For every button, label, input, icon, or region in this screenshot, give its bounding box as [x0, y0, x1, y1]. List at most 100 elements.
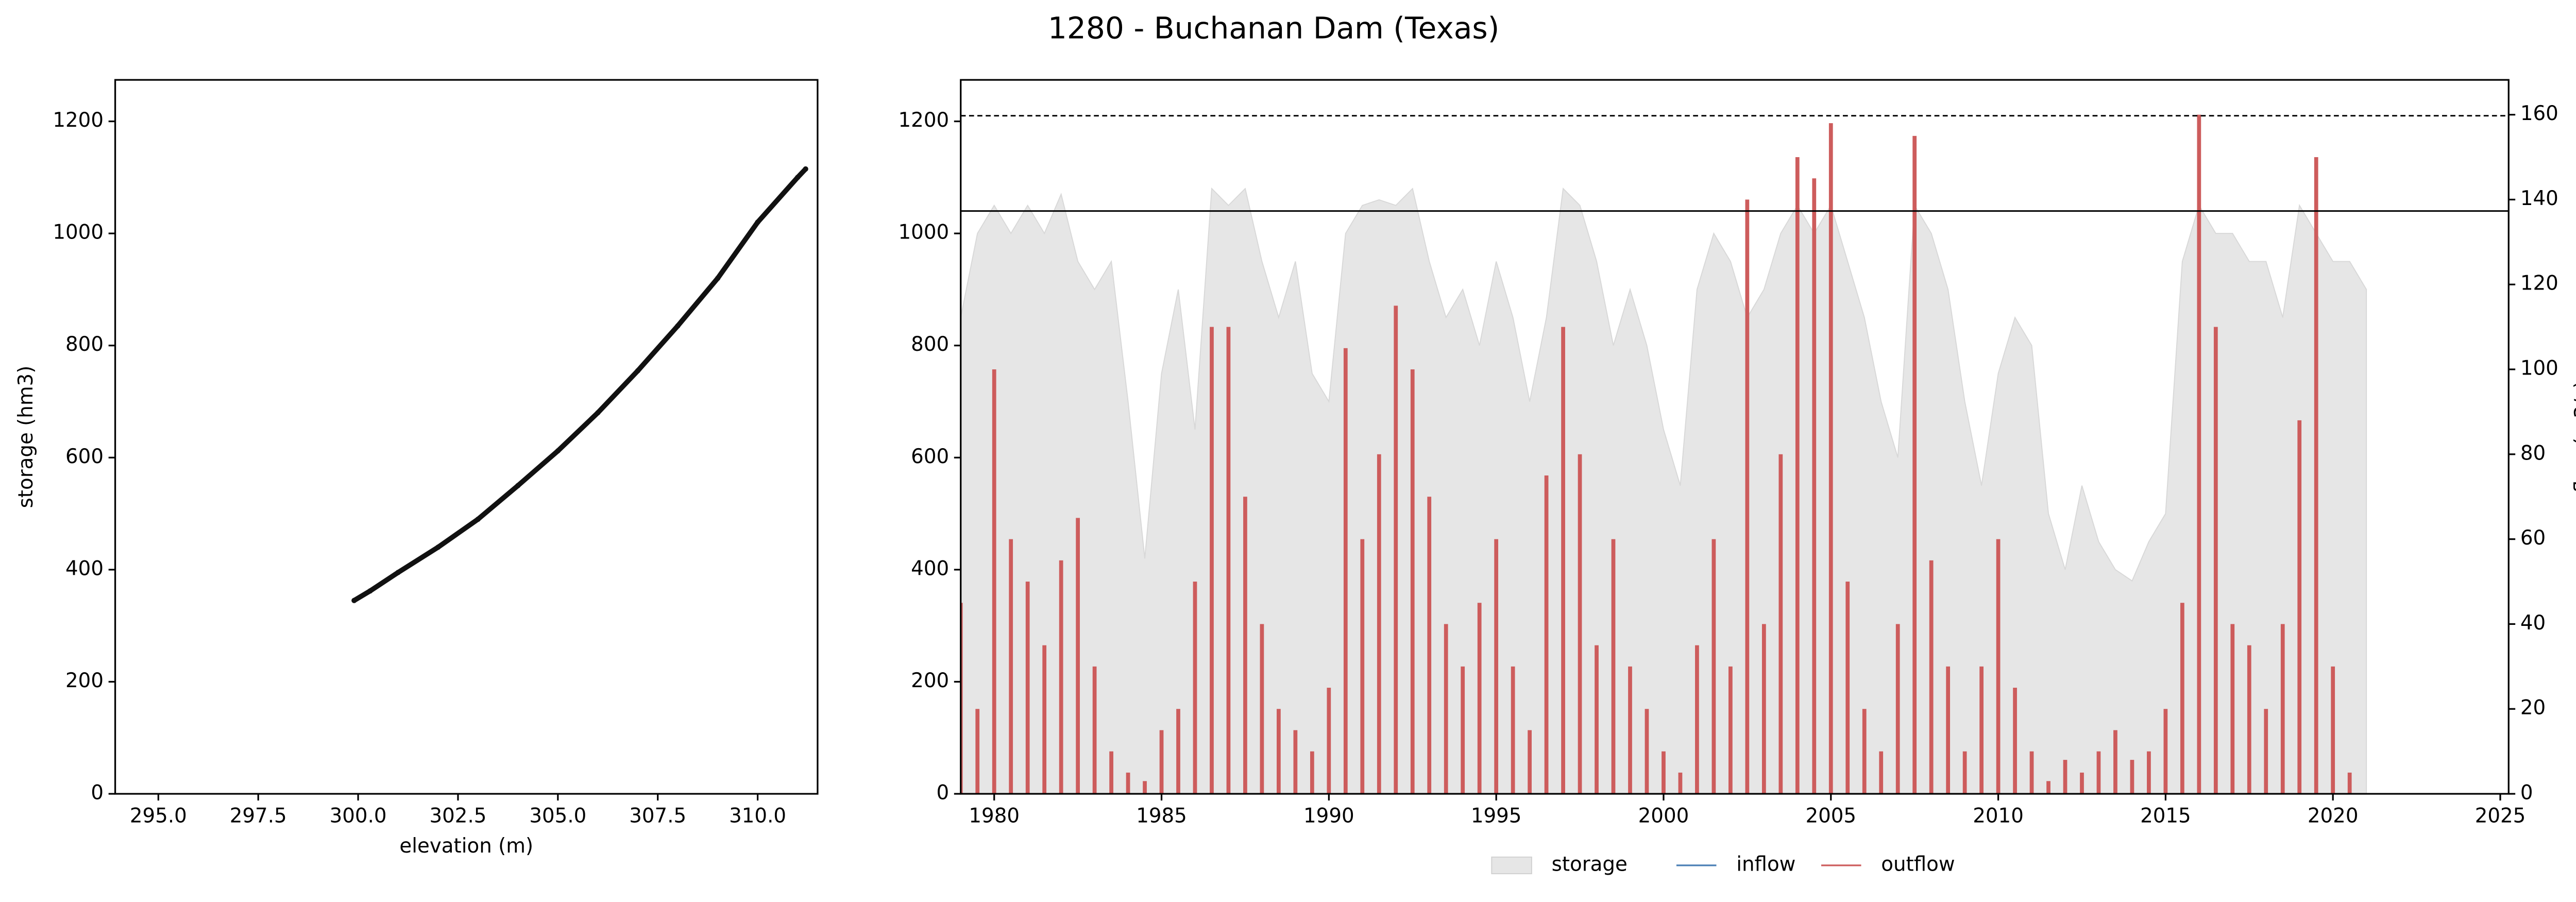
y2-tick-label: 160 — [2520, 102, 2558, 125]
outflow-spike — [1092, 666, 1097, 794]
x-tick-label: 297.5 — [230, 805, 287, 828]
outflow-spike — [1511, 666, 1515, 794]
outflow-spike — [1929, 560, 1934, 794]
outflow-spike — [1946, 666, 1951, 794]
outflow-spike — [2113, 730, 2117, 794]
outflow-spike — [2297, 420, 2302, 794]
y2-axis-label: flow (m3/s) — [2571, 381, 2576, 493]
y2-tick-label: 60 — [2520, 526, 2546, 550]
outflow-spike — [1611, 539, 1616, 794]
x-tick-label: 2020 — [2308, 805, 2359, 828]
y-tick-label: 0 — [936, 781, 949, 805]
legend-label: outflow — [1881, 853, 1955, 876]
outflow-spike — [1159, 730, 1164, 794]
legend-label: storage — [1552, 853, 1628, 876]
y2-tick-label: 100 — [2520, 357, 2558, 380]
outflow-spike — [1711, 539, 1716, 794]
y-tick-label: 200 — [911, 669, 949, 692]
outflow-spike — [960, 603, 963, 794]
outflow-spike — [1410, 369, 1415, 794]
x-tick-label: 307.5 — [629, 805, 686, 828]
outflow-spike — [2063, 760, 2067, 794]
outflow-spike — [2197, 114, 2201, 794]
y-tick-label: 600 — [911, 445, 949, 468]
outflow-spike — [2163, 709, 2168, 794]
y2-tick-label: 0 — [2520, 781, 2533, 805]
storage-area — [960, 187, 2367, 794]
point — [351, 598, 357, 603]
x-tick-label: 1995 — [1471, 805, 1522, 828]
outflow-spike — [1059, 560, 1063, 794]
outflow-spike — [2046, 781, 2050, 794]
y-tick-label: 400 — [911, 557, 949, 580]
point — [755, 219, 760, 225]
outflow-spike — [2180, 603, 2184, 794]
outflow-spike — [1812, 178, 1817, 794]
x-tick-label: 1990 — [1303, 805, 1354, 828]
outflow-spike — [1578, 454, 1582, 794]
outflow-spike — [1996, 539, 2001, 794]
outflow-spike — [1461, 666, 1465, 794]
outflow-spike — [1979, 666, 1984, 794]
outflow-spike — [2280, 624, 2285, 794]
x-tick-label: 2025 — [2475, 805, 2526, 828]
outflow-spike — [2080, 772, 2084, 794]
outflow-spike — [1544, 475, 1549, 794]
point — [803, 166, 808, 172]
y-tick-label: 0 — [91, 781, 104, 805]
outflow-spike — [2347, 772, 2352, 794]
outflow-spike — [2213, 327, 2218, 794]
point — [675, 323, 681, 329]
outflow-spike — [1109, 751, 1113, 794]
y-axis-label: storage (hm3) — [14, 366, 38, 508]
point — [555, 448, 561, 454]
outflow-spike — [1143, 781, 1147, 794]
outflow-spike — [2247, 645, 2251, 794]
x-axis-label: elevation (m) — [399, 835, 533, 858]
outflow-spike — [1293, 730, 1298, 794]
outflow-spike — [2147, 751, 2151, 794]
outflow-spike — [1327, 688, 1331, 794]
outflow-spike — [1176, 709, 1180, 794]
point — [595, 410, 601, 416]
outflow-spike — [1645, 709, 1649, 794]
point — [475, 516, 481, 522]
y-tick-label: 200 — [65, 669, 104, 692]
point — [395, 570, 401, 575]
y2-tick-label: 20 — [2520, 696, 2546, 720]
outflow-spike — [1477, 603, 1482, 794]
x-tick-label: 295.0 — [130, 805, 187, 828]
outflow-spike — [1728, 666, 1733, 794]
outflow-spike — [1528, 730, 1532, 794]
y-tick-label: 1200 — [53, 109, 104, 132]
outflow-spike — [1845, 582, 1850, 794]
point — [635, 368, 641, 373]
outflow-spike — [1745, 199, 1750, 794]
point — [794, 175, 801, 180]
outflow-spike — [1628, 666, 1632, 794]
outflow-spike — [1260, 624, 1264, 794]
outflow-spike — [1761, 624, 1766, 794]
outflow-spike — [1862, 709, 1867, 794]
outflow-spike — [1895, 624, 1900, 794]
x-tick-label: 2010 — [1973, 805, 2024, 828]
outflow-spike — [2029, 751, 2034, 794]
legend-label: inflow — [1736, 853, 1795, 876]
outflow-spike — [1494, 539, 1499, 794]
outflow-spike — [1193, 582, 1197, 794]
outflow-spike — [1394, 305, 1398, 794]
y-tick-label: 800 — [65, 333, 104, 356]
outflow-spike — [1243, 497, 1247, 794]
point — [367, 588, 373, 594]
x-tick-label: 300.0 — [330, 805, 387, 828]
outflow-spike — [1879, 751, 1884, 794]
outflow-spike — [975, 709, 980, 794]
outflow-spike — [1076, 518, 1080, 794]
outflow-spike — [1427, 497, 1432, 794]
y-tick-label: 800 — [911, 333, 949, 356]
point — [715, 276, 721, 281]
axes-frame — [114, 79, 819, 795]
outflow-spike — [2130, 760, 2134, 794]
outflow-spike — [1912, 135, 1917, 794]
